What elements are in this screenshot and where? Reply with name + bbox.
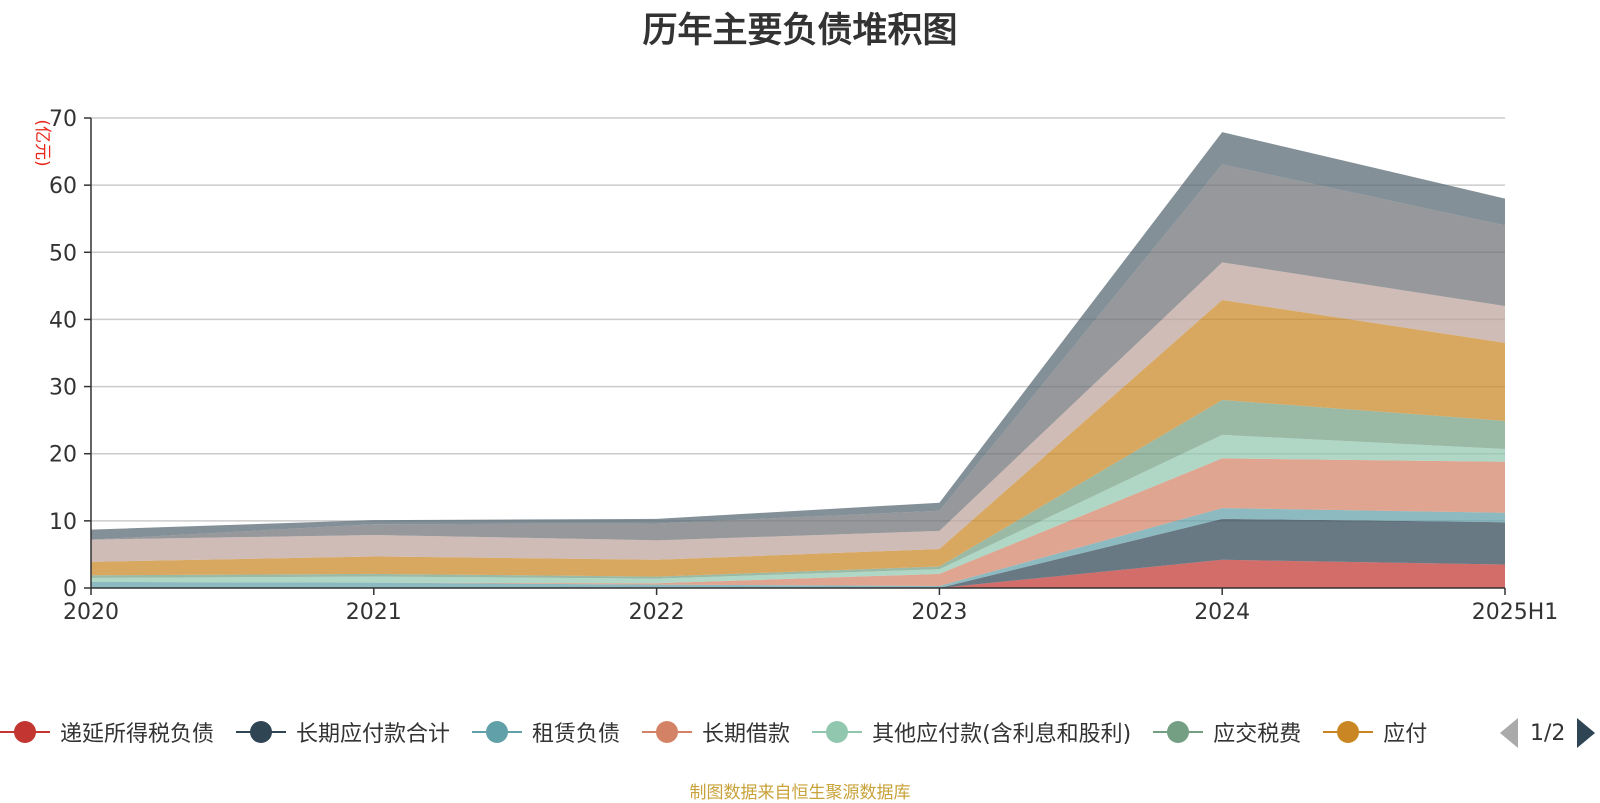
y-tick-label: 10 [49, 510, 77, 535]
y-tick-label: 30 [49, 376, 77, 401]
legend-page-indicator: 1/2 [1530, 720, 1566, 746]
y-tick-label: 70 [49, 107, 77, 132]
stacked-area-chart: 0 10 20 30 40 50 60 70 2020 2021 2022 2023 2024 2025H… [32, 107, 1558, 625]
legend-item[interactable]: 租赁负债 [472, 712, 620, 752]
legend-marker-icon [1153, 720, 1204, 744]
area-series-应交税费[interactable] [91, 400, 1505, 579]
legend-marker-icon [0, 720, 50, 744]
legend-prev-page-button[interactable] [1500, 718, 1518, 748]
legend-label: 长期应付款合计 [296, 722, 451, 747]
area-series-递延所得税负债[interactable] [91, 559, 1505, 588]
legend-label: 应交税费 [1213, 722, 1302, 747]
x-tick-label: 2024 [1194, 600, 1250, 625]
legend-label: 应付 [1383, 722, 1428, 747]
x-tick-label: 2023 [911, 600, 967, 625]
y-tick-label: 40 [49, 308, 77, 333]
area-series-短期借款[interactable] [91, 164, 1505, 541]
legend-label: 长期借款 [702, 722, 791, 747]
x-tick-label: 2021 [346, 600, 402, 625]
y-tick-label: 0 [63, 577, 77, 602]
area-series-应付票据[interactable] [91, 132, 1505, 540]
legend-item[interactable]: 其他应付款(含利息和股利) [812, 712, 1131, 752]
area-series-合同负债[interactable] [91, 262, 1505, 562]
area-series-其他应付款(含利息和股利)[interactable] [91, 434, 1505, 584]
area-layer [91, 132, 1505, 588]
legend-label: 租赁负债 [532, 722, 621, 747]
y-tick-label: 50 [49, 241, 77, 266]
source-note: 制图数据来自恒生聚源数据库 [689, 783, 911, 803]
x-tick-label: 2020 [63, 600, 119, 625]
legend-item[interactable]: 应付 [1323, 712, 1427, 752]
legend-pager: 1/2 [1500, 718, 1596, 748]
chart-title: 历年主要负债堆积图 [642, 11, 958, 51]
legend-item[interactable]: 应交税费 [1153, 712, 1301, 752]
legend-label: 其他应付款(含利息和股利) [872, 722, 1132, 747]
y-tick-label: 60 [49, 174, 77, 199]
legend-marker-icon [1323, 720, 1374, 744]
area-series-租赁负债[interactable] [91, 508, 1505, 588]
area-series-长期应付款合计[interactable] [91, 518, 1505, 588]
legend-marker-icon [642, 720, 693, 744]
legend: 递延所得税负债 长期应付款合计 租赁负债 长期借款 其他应付款(含利息和股利) 应交税费 应… [0, 712, 1480, 752]
legend-label: 递延所得税负债 [60, 722, 215, 747]
axis-layer: 0 10 20 30 40 50 60 70 2020 2021 2022 2023 2024 2025H… [49, 107, 1558, 625]
legend-marker-icon [812, 720, 863, 744]
y-axis-unit-label: (亿元) [32, 119, 52, 166]
legend-marker-icon [236, 720, 287, 744]
legend-item[interactable]: 长期应付款合计 [236, 712, 450, 752]
x-tick-label: 2022 [629, 600, 685, 625]
legend-next-page-button[interactable] [1577, 718, 1596, 748]
x-tick-label: 2025H1 [1472, 600, 1559, 625]
legend-marker-icon [472, 720, 523, 744]
y-tick-label: 20 [49, 443, 77, 468]
legend-item[interactable]: 长期借款 [642, 712, 790, 752]
legend-item[interactable]: 递延所得税负债 [0, 712, 214, 752]
area-series-长期借款[interactable] [91, 458, 1505, 586]
area-series-应付账款[interactable] [91, 299, 1505, 577]
